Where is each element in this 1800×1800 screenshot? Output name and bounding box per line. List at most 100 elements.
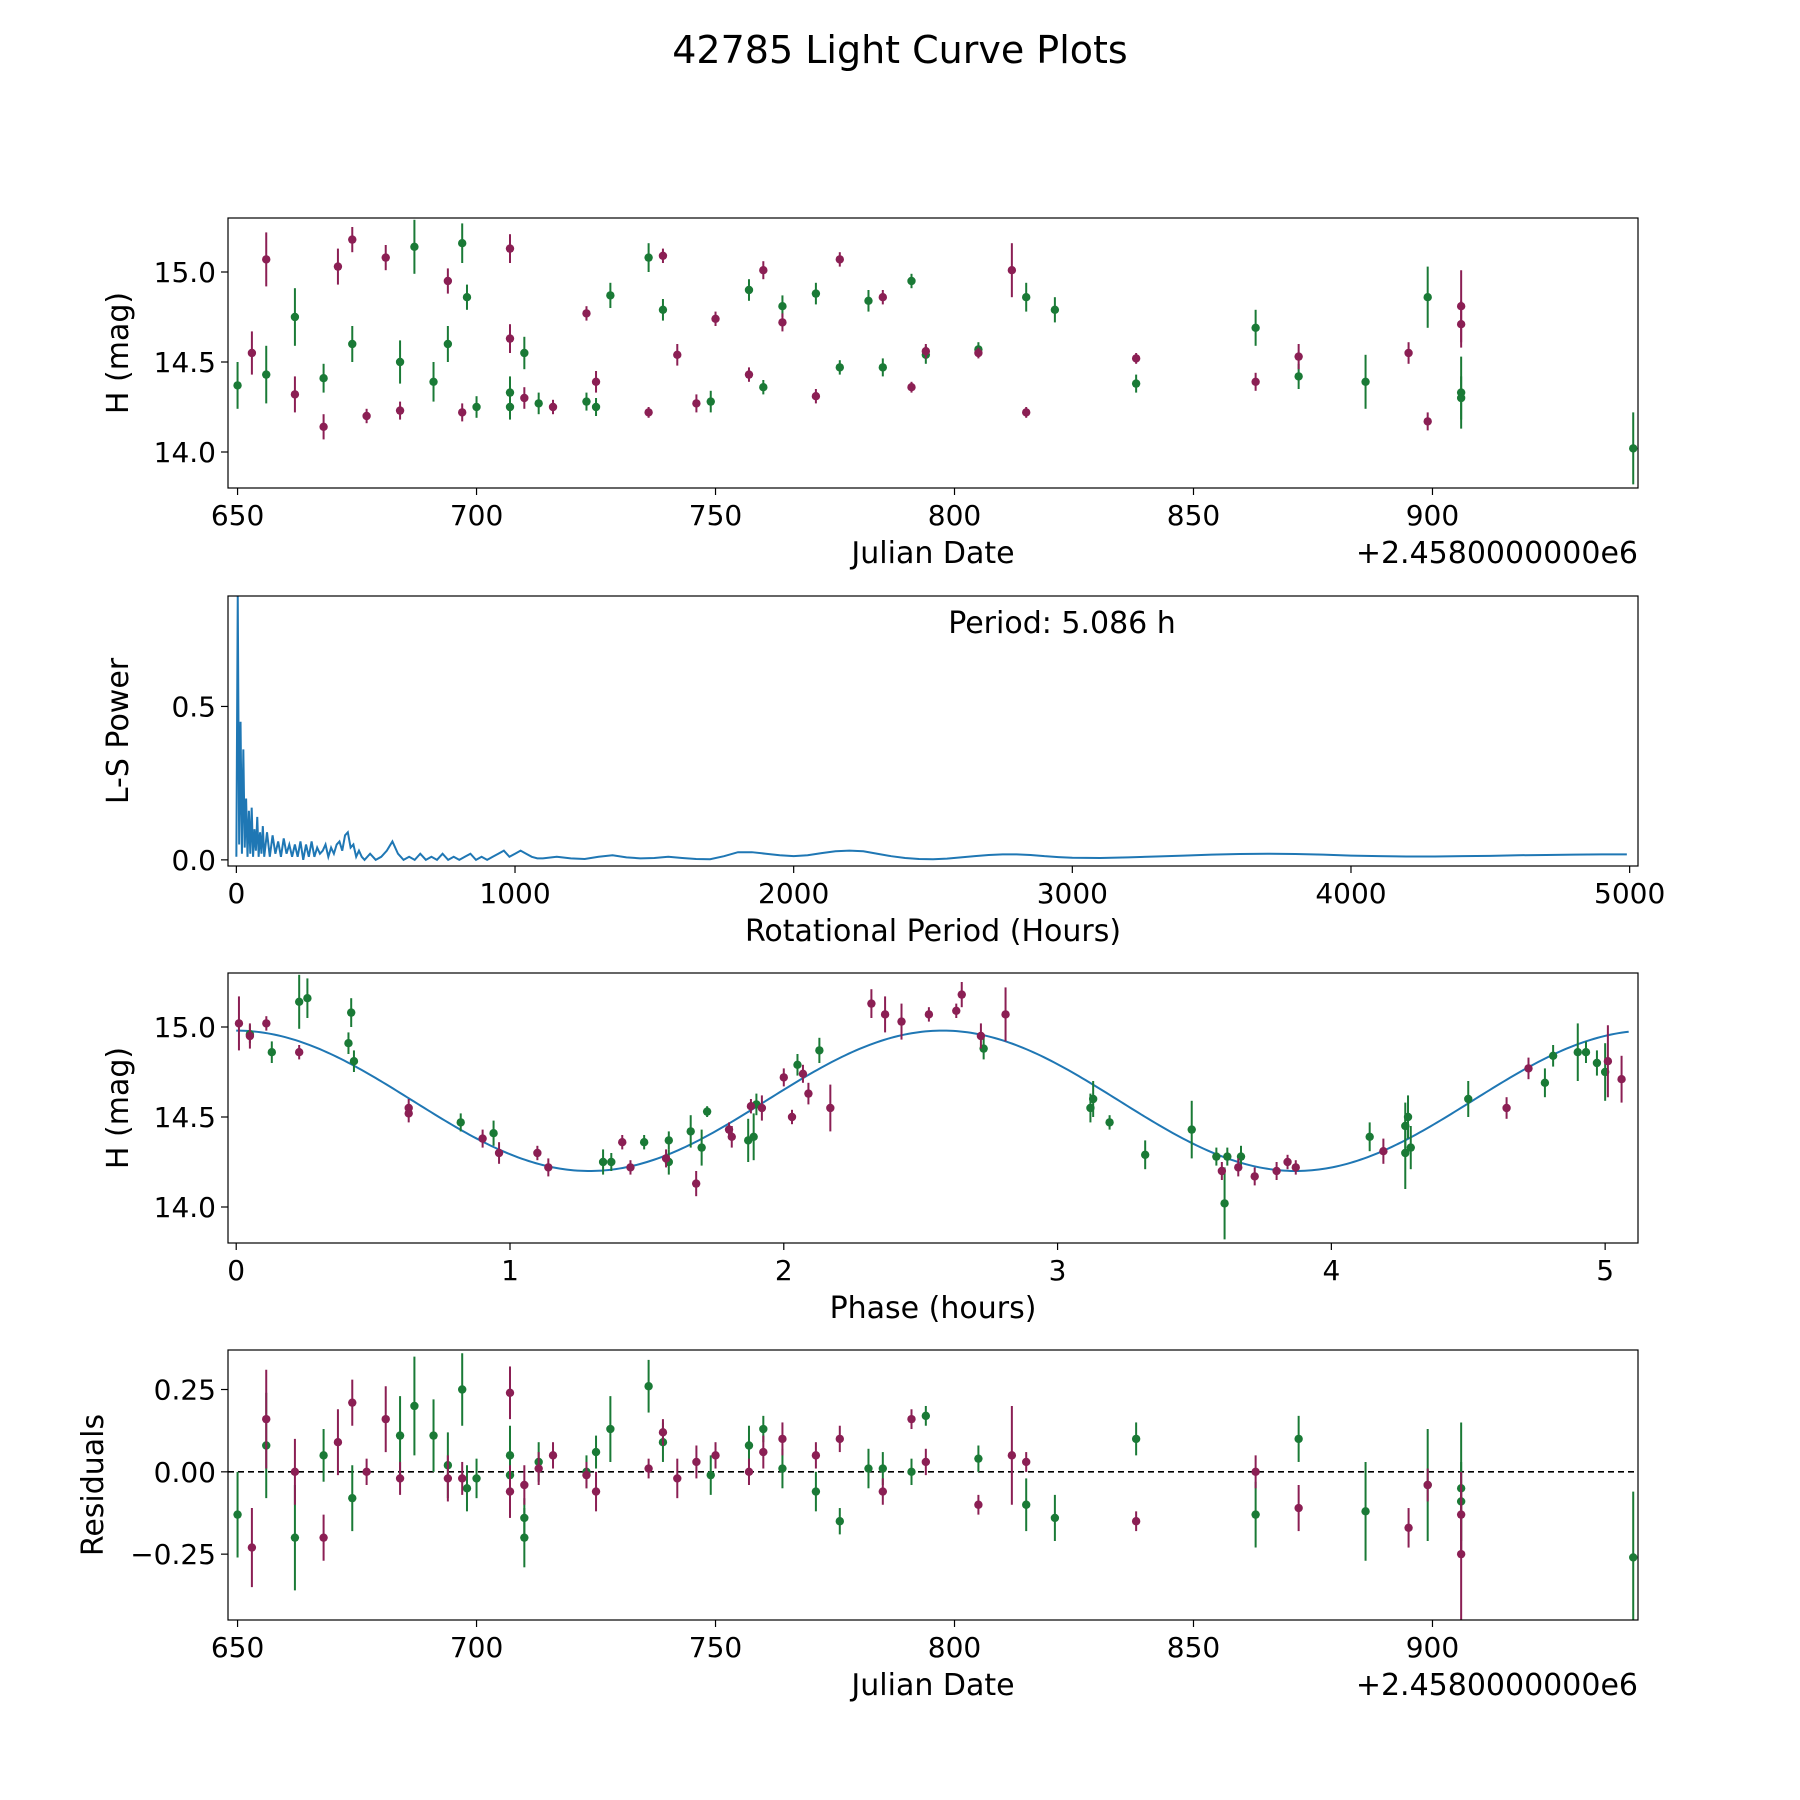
residuals-point-magenta (247, 1543, 257, 1552)
phased-point-green (1573, 1048, 1582, 1057)
phased-point-magenta (544, 1163, 553, 1172)
phased-point-green (1464, 1094, 1473, 1104)
residuals-point-magenta (744, 1467, 754, 1477)
phased-point-magenta (1283, 1157, 1292, 1167)
phased-point-green (1187, 1125, 1196, 1134)
residuals-point-green (1022, 1500, 1031, 1509)
residuals-point-magenta (333, 1437, 343, 1447)
phased-xtick-label: 1 (501, 1254, 519, 1287)
phased-xtick-label: 5 (1596, 1254, 1614, 1287)
lightcurve-point-magenta (759, 266, 768, 275)
residuals-point-green (835, 1517, 844, 1526)
lightcurve-offset-text: +2.4580000000e6 (1356, 536, 1638, 571)
lightcurve-point-green (778, 302, 787, 311)
lightcurve-ytick-label: 14.5 (154, 346, 216, 379)
phased-ylabel: H (mag) (101, 1047, 136, 1169)
residuals-point-magenta (1022, 1457, 1031, 1467)
lightcurve-point-magenta (505, 334, 515, 343)
phased-point-green (697, 1143, 706, 1152)
phased-point-green (344, 1039, 353, 1048)
lightcurve-ylabel: H (mag) (101, 292, 136, 414)
residuals-point-green (410, 1401, 419, 1411)
lightcurve-point-green (395, 357, 405, 367)
phased-point-green (1548, 1051, 1558, 1061)
residuals-point-magenta (548, 1451, 558, 1460)
periodogram-annotation: Period: 5.086 h (948, 606, 1176, 641)
phased-point-green (489, 1129, 498, 1138)
phased-point-magenta (618, 1138, 627, 1147)
residuals-point-green (462, 1484, 472, 1493)
lightcurve-point-magenta (1423, 417, 1432, 426)
phased-point-green (1220, 1199, 1229, 1208)
lightcurve-frame (227, 217, 1639, 489)
lightcurve-point-magenta (333, 262, 343, 271)
phased-panel: 0 1 2 3 4 5 14.0 14.5 15.0 Phase (hours) H (mag) (101, 972, 1639, 1326)
lightcurve-point-magenta (744, 370, 754, 379)
residuals-point-green (1131, 1434, 1141, 1444)
lightcurve-point-green (505, 402, 515, 412)
lightcurve-point-magenta (362, 411, 371, 421)
residuals-point-green (744, 1441, 754, 1450)
periodogram-series-line (235, 596, 1627, 862)
residuals-point-green (591, 1447, 601, 1457)
residuals-point-green (1629, 1553, 1638, 1562)
residuals-point-green (520, 1513, 529, 1523)
lightcurve-point-green (706, 397, 715, 406)
phased-point-green (639, 1138, 649, 1147)
residuals-point-green (520, 1533, 529, 1542)
residuals-point-magenta (505, 1388, 515, 1398)
lightcurve-point-green (606, 291, 615, 300)
residuals-point-magenta (658, 1428, 668, 1437)
phased-point-green (793, 1060, 802, 1070)
phased-point-green (347, 1008, 356, 1017)
residuals-point-magenta (395, 1474, 405, 1483)
phased-point-green (1592, 1058, 1602, 1068)
residuals-point-green (864, 1464, 873, 1473)
phased-data (234, 974, 1629, 1240)
lightcurve-point-green (290, 312, 300, 322)
residuals-ytick-label: 0.25 (154, 1374, 216, 1407)
phased-point-magenta (294, 1048, 304, 1057)
lightcurve-point-green (658, 305, 668, 314)
periodogram-frame (227, 595, 1639, 867)
lightcurve-point-magenta (907, 383, 916, 392)
residuals-xtick-label: 700 (450, 1631, 503, 1664)
residuals-point-magenta (1404, 1523, 1413, 1533)
residuals-point-magenta (811, 1451, 821, 1460)
residuals-point-green (644, 1382, 653, 1391)
lightcurve-point-magenta (591, 377, 601, 386)
residuals-point-magenta (1007, 1451, 1017, 1460)
residuals-point-magenta (534, 1464, 543, 1473)
lightcurve-point-magenta (974, 348, 983, 358)
phased-xtick-label: 0 (227, 1254, 245, 1287)
lightcurve-point-magenta (658, 251, 668, 260)
lightcurve-point-magenta (1007, 266, 1017, 275)
phased-point-magenta (897, 1017, 906, 1026)
phased-xtick-label: 3 (1049, 1254, 1067, 1287)
residuals-point-magenta (362, 1467, 371, 1477)
periodogram-xtick-label: 5000 (1594, 877, 1665, 910)
phased-point-magenta (691, 1179, 701, 1188)
lightcurve-point-green (262, 370, 271, 379)
phased-point-green (1088, 1094, 1098, 1104)
phased-point-magenta (234, 1019, 244, 1028)
residuals-point-green (921, 1411, 931, 1421)
residuals-point-green (233, 1510, 242, 1519)
lightcurve-point-magenta (644, 408, 653, 417)
lightcurve-point-magenta (520, 393, 529, 403)
residuals-xtick-label: 800 (928, 1631, 981, 1664)
periodogram-panel: 0 1000 2000 3000 4000 5000 0.0 0.5 Rotational Pe… (101, 595, 1665, 949)
residuals-point-green (319, 1451, 328, 1460)
phased-point-magenta (779, 1073, 788, 1082)
phased-point-magenta (976, 1031, 986, 1041)
phased-point-green (1212, 1152, 1221, 1161)
phased-point-green (1403, 1112, 1413, 1122)
phased-point-magenta (757, 1103, 767, 1113)
phased-point-green (303, 994, 312, 1003)
lightcurve-point-green (1050, 305, 1060, 314)
phased-point-magenta (245, 1031, 255, 1041)
residuals-data (228, 1353, 1638, 1620)
lightcurve-point-green (644, 253, 653, 262)
phased-point-green (1406, 1143, 1415, 1152)
lightcurve-point-magenta (1404, 348, 1413, 358)
